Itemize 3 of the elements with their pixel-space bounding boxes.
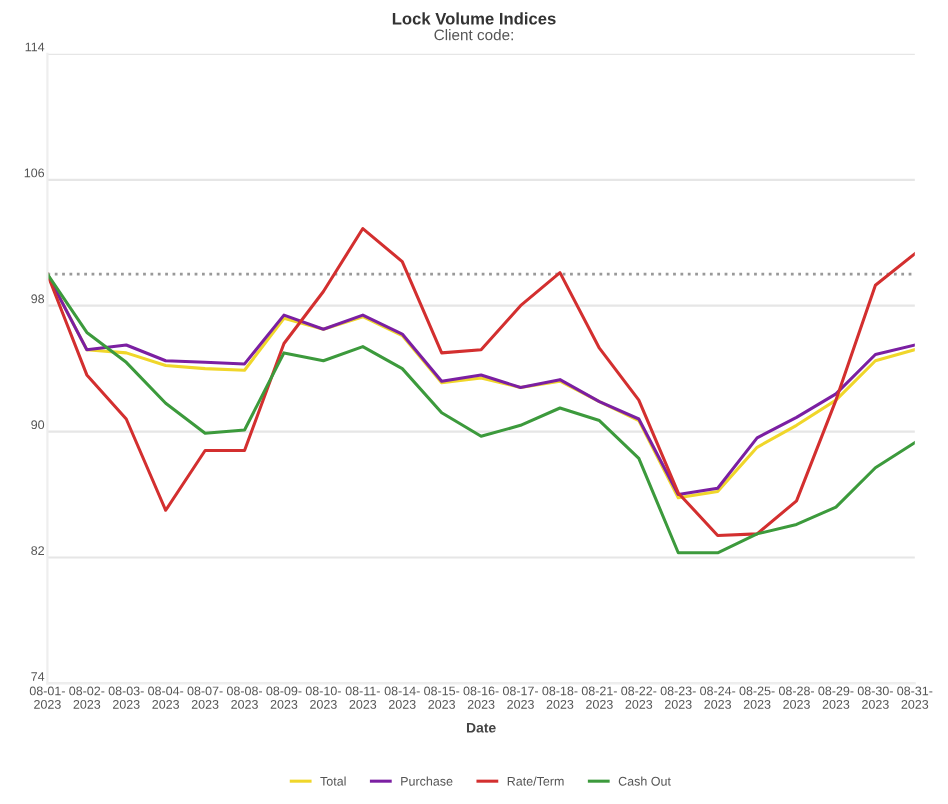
chart-title: Lock Volume Indices <box>392 12 556 25</box>
line-series <box>47 272 915 555</box>
line-series <box>47 227 915 537</box>
